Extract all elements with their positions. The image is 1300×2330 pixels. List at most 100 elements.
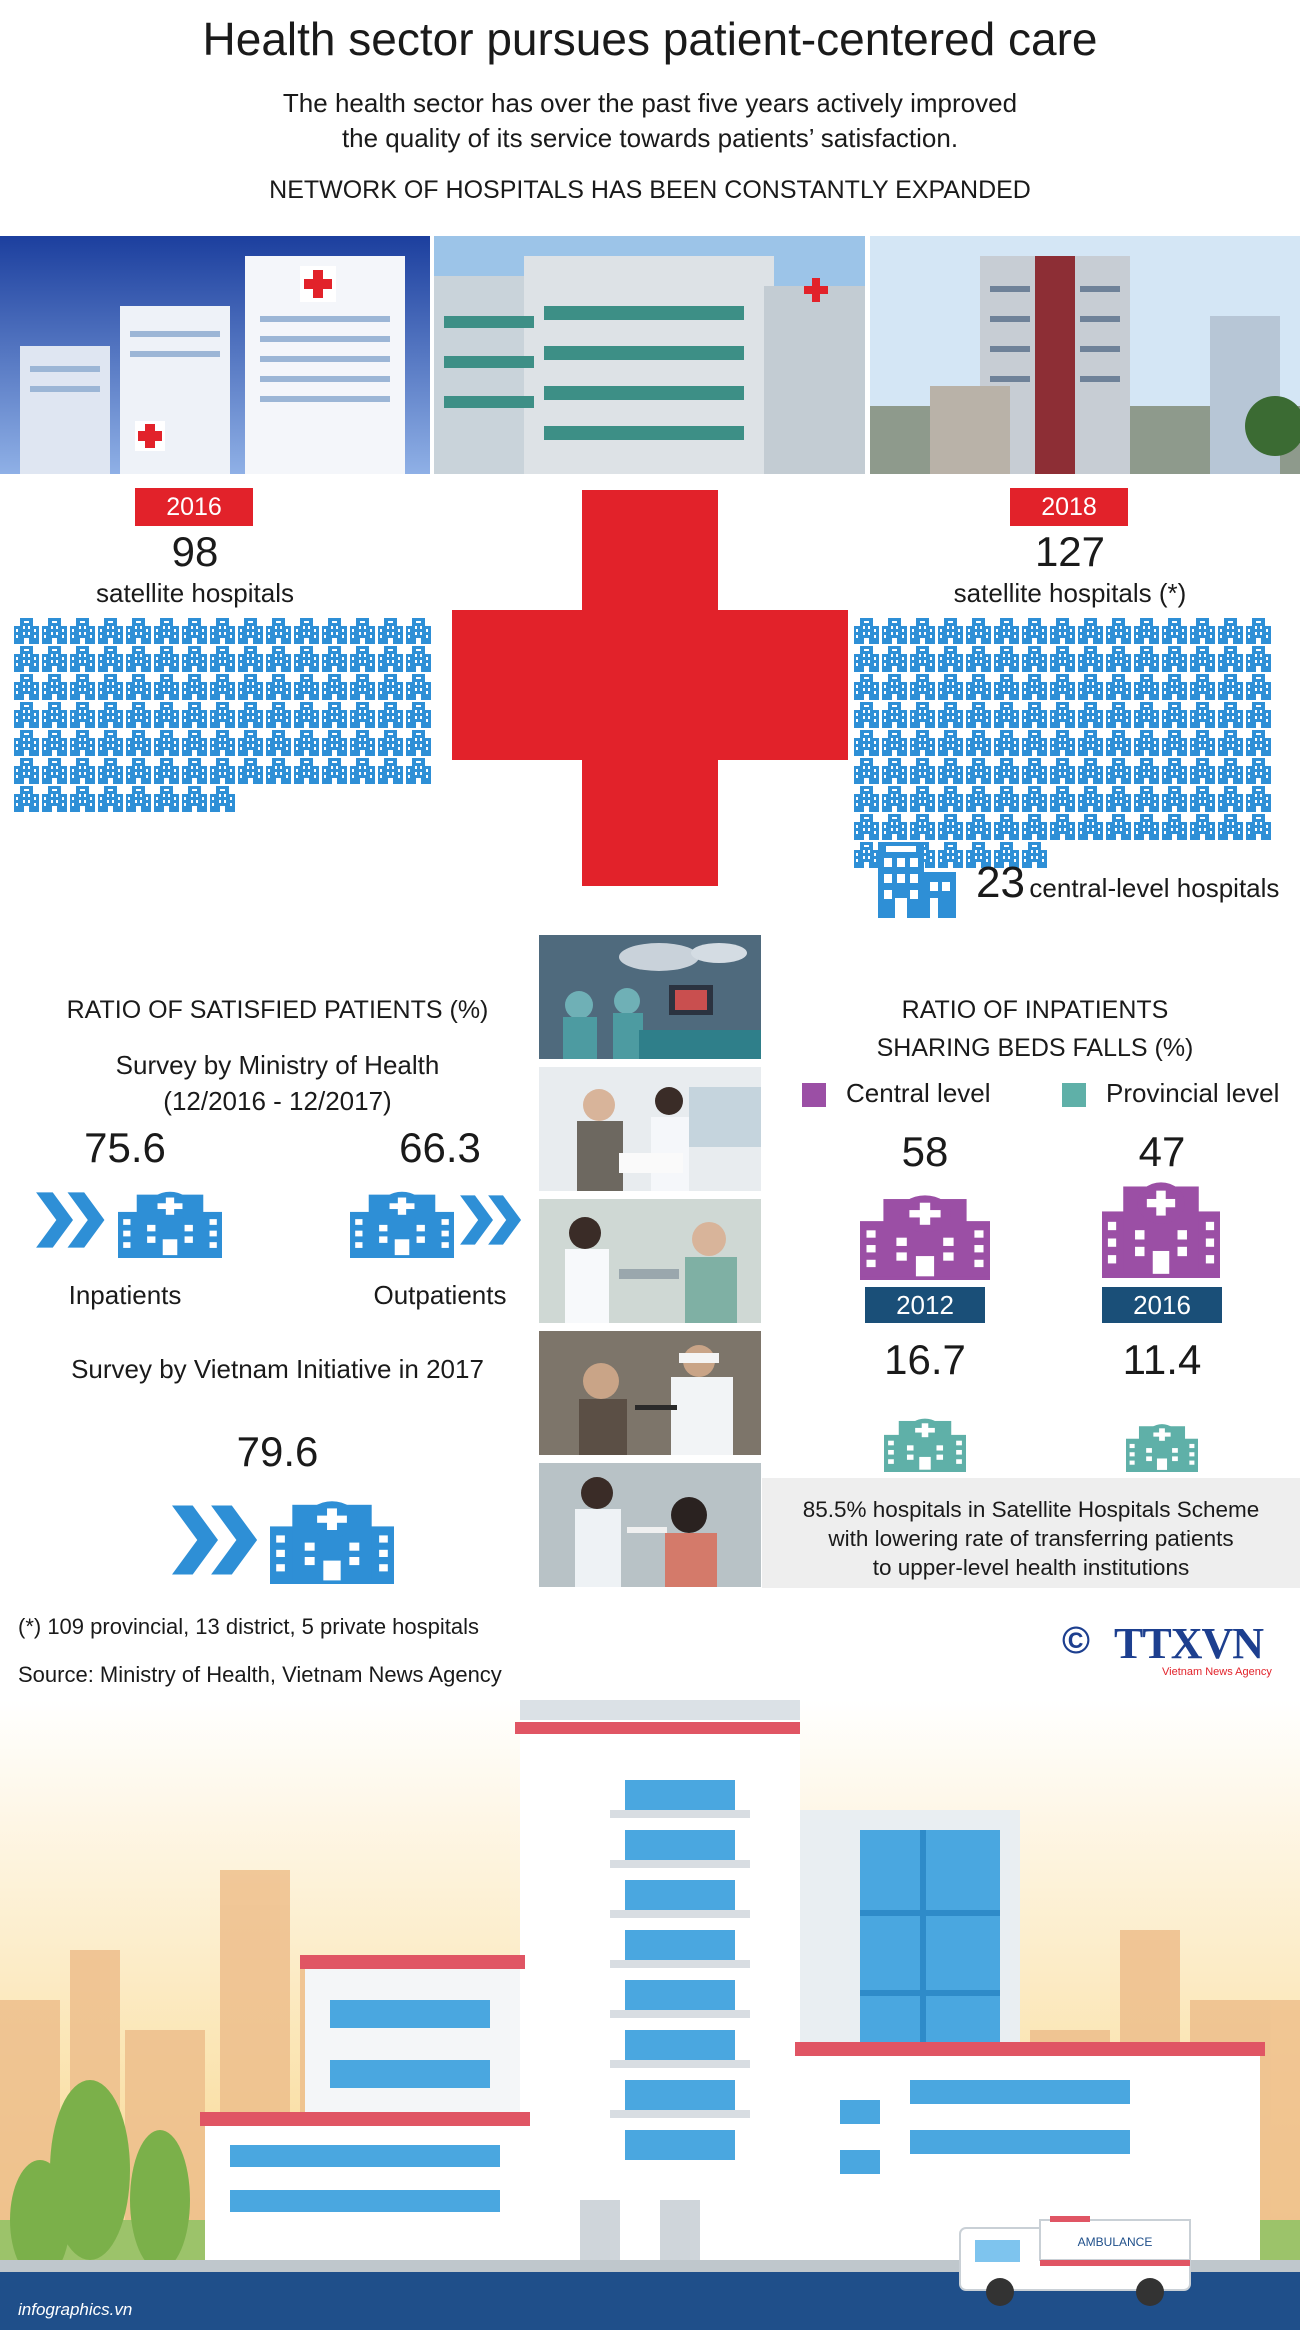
hospital-icon (1078, 730, 1103, 756)
hospital-icon (1106, 758, 1131, 784)
year-badge-2018: 2018 (1010, 488, 1128, 526)
hospital-icon (238, 758, 263, 784)
hospital-icon (1050, 702, 1075, 728)
beds-heading-line-2: SHARING BEDS FALLS (%) (876, 1034, 1194, 1062)
hospital-icon (882, 786, 907, 812)
hospital-icon (854, 842, 879, 868)
hospital-icon (154, 758, 179, 784)
hospital-icon (1050, 758, 1075, 784)
hospital-icon (1190, 674, 1215, 700)
hospital-icon (1190, 758, 1215, 784)
hospital-icon (182, 674, 207, 700)
hospital-icon (154, 702, 179, 728)
hospital-icon (378, 618, 403, 644)
hospital-icon (294, 758, 319, 784)
hospital-icon (406, 674, 431, 700)
outpatients-value: 66.3 (399, 1124, 481, 1171)
provincial-2016-value: 11.4 (1122, 1336, 1202, 1383)
hospital-icon (1134, 618, 1159, 644)
central-2012-value: 58 (901, 1128, 949, 1175)
hospital-icon (350, 758, 375, 784)
central-hospitals-label: central-level hospitals (1029, 873, 1280, 903)
hospital-icon (1162, 618, 1187, 644)
hospital-icon (322, 730, 347, 756)
hospital-icon (882, 702, 907, 728)
hospital-icon (322, 702, 347, 728)
hospital-icon (1162, 646, 1187, 672)
hospital-icon (994, 646, 1019, 672)
central-2016-value: 47 (1138, 1128, 1186, 1175)
hospital-icon (210, 730, 235, 756)
photo-consultation (539, 1067, 761, 1191)
hospital-icon (126, 758, 151, 784)
hospital-icon (1190, 814, 1215, 840)
ambulance-icon: AMBULANCE (959, 2216, 1191, 2306)
hospital-icon (1022, 646, 1047, 672)
hospital-icon (994, 702, 1019, 728)
hospital-icon (70, 758, 95, 784)
hospital-icon (406, 730, 431, 756)
hospital-icon (350, 730, 375, 756)
hospital-icon (1134, 786, 1159, 812)
hospital-icon (14, 758, 39, 784)
hospital-icon (938, 618, 963, 644)
hospital-icon (938, 646, 963, 672)
scheme-note-line-1: 85.5% hospitals in Satellite Hospitals S… (802, 1497, 1260, 1522)
hospital-icon (98, 730, 123, 756)
hospital-icon (882, 814, 907, 840)
hospital-icon (98, 702, 123, 728)
hospital-icon (1022, 786, 1047, 812)
hospital-icon (1190, 702, 1215, 728)
hospital-icon (378, 702, 403, 728)
hospital-icon (378, 758, 403, 784)
hospital-icon (238, 674, 263, 700)
hospital-icon (350, 646, 375, 672)
hospital-icon (854, 702, 879, 728)
hospital-icon (14, 730, 39, 756)
hospital-icon (854, 674, 879, 700)
hospital-icon (1246, 674, 1271, 700)
hospital-icon (210, 786, 235, 812)
hospital-icon (938, 814, 963, 840)
hospital-icon (1218, 646, 1243, 672)
hospital-icon (938, 702, 963, 728)
hospital-icon (70, 786, 95, 812)
hospital-icon (1134, 814, 1159, 840)
hospital-icon (322, 618, 347, 644)
ambulance-label: AMBULANCE (1078, 2235, 1153, 2249)
hospital-icon (966, 618, 991, 644)
hospital-icon (1078, 814, 1103, 840)
legend-provincial-label: Provincial level (1106, 1078, 1280, 1108)
hospital-icon (910, 674, 935, 700)
hospital-icon (994, 786, 1019, 812)
hospital-icon (98, 786, 123, 812)
hospital-icon (910, 758, 935, 784)
photo-checkup (539, 1463, 761, 1587)
hospital-icon (1106, 674, 1131, 700)
hospital-icon (1106, 618, 1131, 644)
legend-central-swatch (802, 1083, 826, 1108)
hospital-icon (1246, 814, 1271, 840)
hospital-icon (1218, 702, 1243, 728)
hospital-icon (238, 646, 263, 672)
hospital-icon (70, 646, 95, 672)
hospital-icon (966, 646, 991, 672)
ttxvn-logo: © TTXVN Vietnam News Agency (1062, 1619, 1298, 1680)
hospital-icon (154, 618, 179, 644)
hospital-icon (1218, 618, 1243, 644)
hospital-icon (266, 618, 291, 644)
central-hospitals: 23 central-level hospitals (976, 858, 1296, 908)
network-heading: NETWORK OF HOSPITALS HAS BEEN CONSTANTLY… (269, 176, 1031, 204)
hospital-icon (910, 730, 935, 756)
hospital-icon (1218, 786, 1243, 812)
hospital-icon (1246, 702, 1271, 728)
hospital-icon (1134, 674, 1159, 700)
hospital-icon (1162, 814, 1187, 840)
hospital-icon (98, 646, 123, 672)
hospital-icon (938, 730, 963, 756)
central-hospital-icon (878, 842, 956, 918)
hospital-icon (42, 730, 67, 756)
scheme-note-line-3: to upper-level health institutions (872, 1555, 1190, 1580)
legend-central-label: Central level (846, 1078, 991, 1108)
hospital-icon (70, 730, 95, 756)
